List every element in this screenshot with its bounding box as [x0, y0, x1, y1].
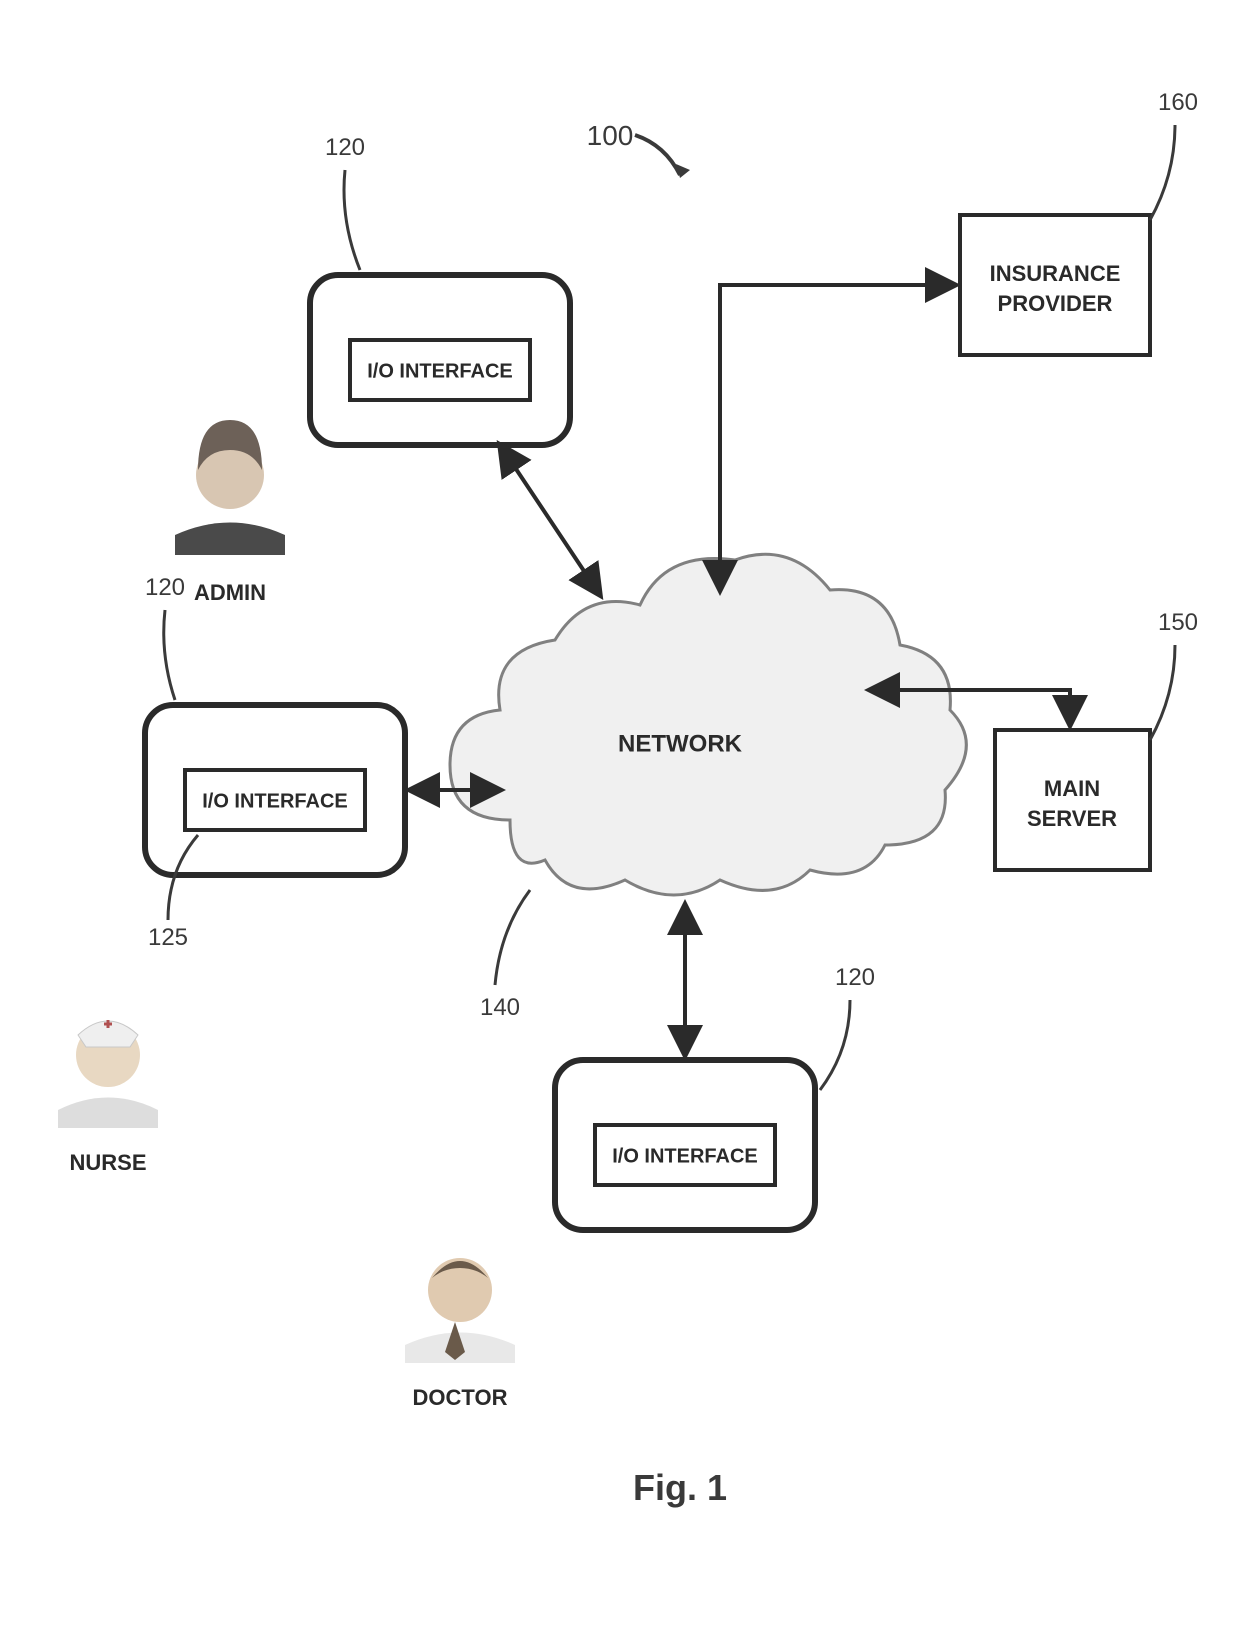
insurance-label-2: PROVIDER	[998, 291, 1113, 316]
network-label: NETWORK	[618, 730, 743, 757]
figure-caption: Fig. 1	[633, 1467, 727, 1508]
nurse-device: I/O INTERFACE	[145, 705, 405, 875]
server-box: MAIN SERVER	[995, 730, 1150, 870]
nurse-role-label: NURSE	[69, 1150, 146, 1175]
doctor-ref-leader	[820, 1000, 850, 1090]
cloud-shape	[450, 554, 966, 895]
admin-person-icon	[175, 420, 285, 555]
admin-ref: 120	[325, 134, 365, 161]
doctor-device-label: I/O INTERFACE	[612, 1145, 758, 1167]
admin-ref-leader	[344, 170, 360, 270]
doctor-person-icon	[405, 1258, 515, 1363]
edge-network-insurance	[720, 285, 955, 590]
system-ref: 100	[587, 120, 634, 151]
nurse-outer-ref-leader	[164, 610, 175, 700]
admin-role-label: ADMIN	[194, 580, 266, 605]
network-ref-leader	[495, 890, 530, 985]
admin-device: I/O INTERFACE	[310, 275, 570, 445]
nurse-device-label: I/O INTERFACE	[202, 790, 348, 812]
doctor-ref: 120	[835, 964, 875, 991]
admin-device-label: I/O INTERFACE	[367, 360, 513, 382]
network-ref: 140	[480, 994, 520, 1021]
edge-admin-network	[500, 445, 600, 595]
insurance-ref-leader	[1150, 125, 1175, 220]
insurance-box: INSURANCE PROVIDER	[960, 215, 1150, 355]
network-cloud: NETWORK	[450, 554, 966, 895]
nurse-inner-ref: 125	[148, 924, 188, 951]
doctor-device: I/O INTERFACE	[555, 1060, 815, 1230]
nurse-outer-ref: 120	[145, 574, 185, 601]
system-ref-arrow: 100	[587, 120, 690, 178]
nurse-person-icon	[58, 1020, 158, 1128]
insurance-ref: 160	[1158, 89, 1198, 116]
doctor-role-label: DOCTOR	[413, 1385, 508, 1410]
server-ref: 150	[1158, 609, 1198, 636]
figure-canvas: NETWORK 140 I/O INTERFACE 120 ADMIN I/O …	[0, 0, 1240, 1632]
server-label-1: MAIN	[1044, 776, 1100, 801]
server-label-2: SERVER	[1027, 806, 1117, 831]
insurance-label-1: INSURANCE	[990, 261, 1121, 286]
server-ref-leader	[1150, 645, 1175, 740]
